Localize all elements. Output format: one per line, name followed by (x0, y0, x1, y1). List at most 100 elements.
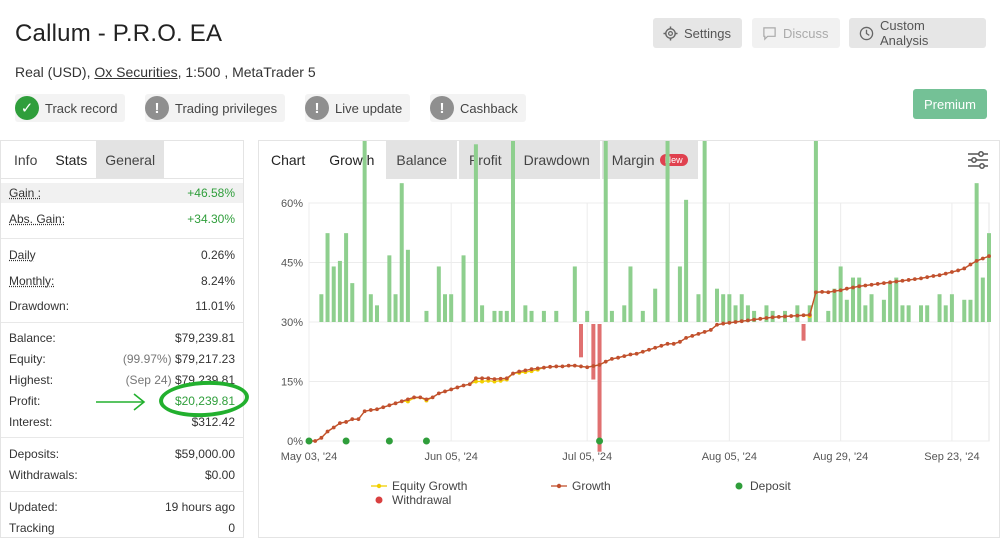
bar-positive (350, 283, 355, 322)
growth-point (820, 289, 824, 294)
bar-positive (436, 266, 441, 322)
growth-point (313, 439, 318, 443)
bar-positive (987, 233, 991, 322)
bar-positive (449, 294, 454, 322)
growth-point (622, 354, 627, 359)
tab-profit[interactable]: Profit (458, 141, 512, 179)
x-tick-label: Aug 05, '24 (702, 451, 757, 463)
bar-positive (473, 144, 478, 322)
growth-point (628, 352, 633, 357)
growth-point (387, 403, 392, 408)
growth-point (832, 289, 837, 293)
bar-positive (424, 310, 429, 322)
growth-point (919, 276, 923, 281)
stat-label[interactable]: Monthly: (9, 274, 55, 288)
x-tick-label: Jul 05, '24 (562, 451, 612, 463)
stat-value: $59,000.00 (174, 447, 235, 461)
growth-point (653, 345, 658, 350)
stat-monthly: Monthly: 8.24% (9, 271, 235, 291)
growth-point (708, 328, 713, 332)
badge-live-update[interactable]: ! Live update (305, 94, 411, 122)
discuss-button[interactable]: Discuss (752, 18, 840, 48)
account-subtitle: Real (USD), Ox Securities, 1:500 , MetaT… (15, 64, 316, 80)
growth-point (350, 417, 355, 422)
bar-positive (572, 266, 577, 322)
growth-point (603, 359, 608, 364)
growth-point (381, 405, 386, 410)
growth-point (690, 333, 695, 338)
growth-point (906, 278, 911, 282)
deposit-marker (342, 437, 350, 445)
growth-point (937, 273, 942, 278)
badge-label: Live update (335, 100, 403, 116)
exclamation-icon: ! (305, 96, 329, 120)
growth-point (912, 277, 917, 282)
growth-point (974, 259, 979, 263)
stat-gain: Gain : +46.58% (1, 183, 243, 203)
bar-positive (498, 310, 503, 322)
bar-positive (696, 294, 701, 322)
bar-positive (727, 294, 732, 322)
stat-label[interactable]: Abs. Gain: (9, 212, 66, 226)
broker-link[interactable]: Ox Securities (94, 64, 178, 80)
growth-point (455, 385, 460, 390)
bar-positive (702, 141, 707, 322)
growth-point (739, 319, 744, 324)
growth-point (678, 339, 682, 344)
premium-button[interactable]: Premium (913, 89, 987, 119)
bar-positive (937, 294, 942, 322)
tab-stats[interactable]: Stats (46, 141, 97, 178)
growth-point (356, 417, 361, 422)
growth-point (795, 313, 800, 318)
y-tick-label: 45% (281, 258, 303, 270)
growth-point (585, 365, 590, 370)
growth-point (770, 315, 775, 320)
stat-note: (Sep 24) (125, 373, 172, 387)
legend-deposit-label: Deposit (750, 479, 791, 493)
growth-point (492, 377, 497, 382)
tab-info[interactable]: Info (14, 151, 38, 168)
growth-point (344, 420, 348, 424)
custom-analysis-button[interactable]: Custom Analysis (849, 18, 986, 48)
settings-label: Settings (684, 25, 731, 41)
divider (1, 491, 243, 492)
sliders-icon[interactable] (967, 149, 989, 171)
growth-point (399, 399, 404, 404)
badge-cashback[interactable]: ! Cashback (430, 94, 526, 122)
bar-positive (387, 255, 392, 322)
stat-value: +46.58% (187, 186, 235, 200)
settings-button[interactable]: Settings (653, 18, 742, 48)
growth-point (733, 320, 738, 324)
growth-point (696, 332, 701, 336)
bar-positive (906, 305, 911, 322)
bar-positive (480, 305, 485, 322)
tab-balance[interactable]: Balance (386, 141, 457, 179)
growth-point (665, 341, 670, 346)
tab-margin[interactable]: Margin New (601, 141, 698, 179)
growth-point (406, 397, 410, 402)
stat-label: Highest: (9, 373, 54, 387)
bar-positive (764, 305, 769, 322)
badge-track-record[interactable]: ✓ Track record (15, 94, 126, 122)
growth-point (844, 286, 849, 291)
stat-highest: Highest: (Sep 24) $79,239.81 (9, 370, 235, 390)
tab-general[interactable]: General (96, 141, 165, 178)
growth-point (671, 341, 676, 346)
badge-trading-privileges[interactable]: ! Trading privileges (145, 94, 286, 122)
custom-analysis-label: Custom Analysis (879, 18, 929, 48)
bar-positive (943, 305, 948, 322)
stat-value: $79,239.81 (174, 373, 235, 387)
bar-positive (962, 299, 967, 322)
tab-drawdown[interactable]: Drawdown (513, 141, 600, 179)
growth-point (548, 364, 552, 369)
growth-point (504, 376, 509, 381)
stat-label[interactable]: Gain : (9, 186, 42, 200)
stat-value: +34.30% (187, 212, 235, 226)
growth-point (362, 409, 367, 414)
bar-positive (325, 233, 330, 322)
bar-positive (838, 266, 843, 322)
bar-positive (609, 310, 614, 322)
bar-negative (579, 324, 583, 358)
stat-label[interactable]: Daily (9, 248, 36, 262)
growth-point (640, 349, 645, 354)
